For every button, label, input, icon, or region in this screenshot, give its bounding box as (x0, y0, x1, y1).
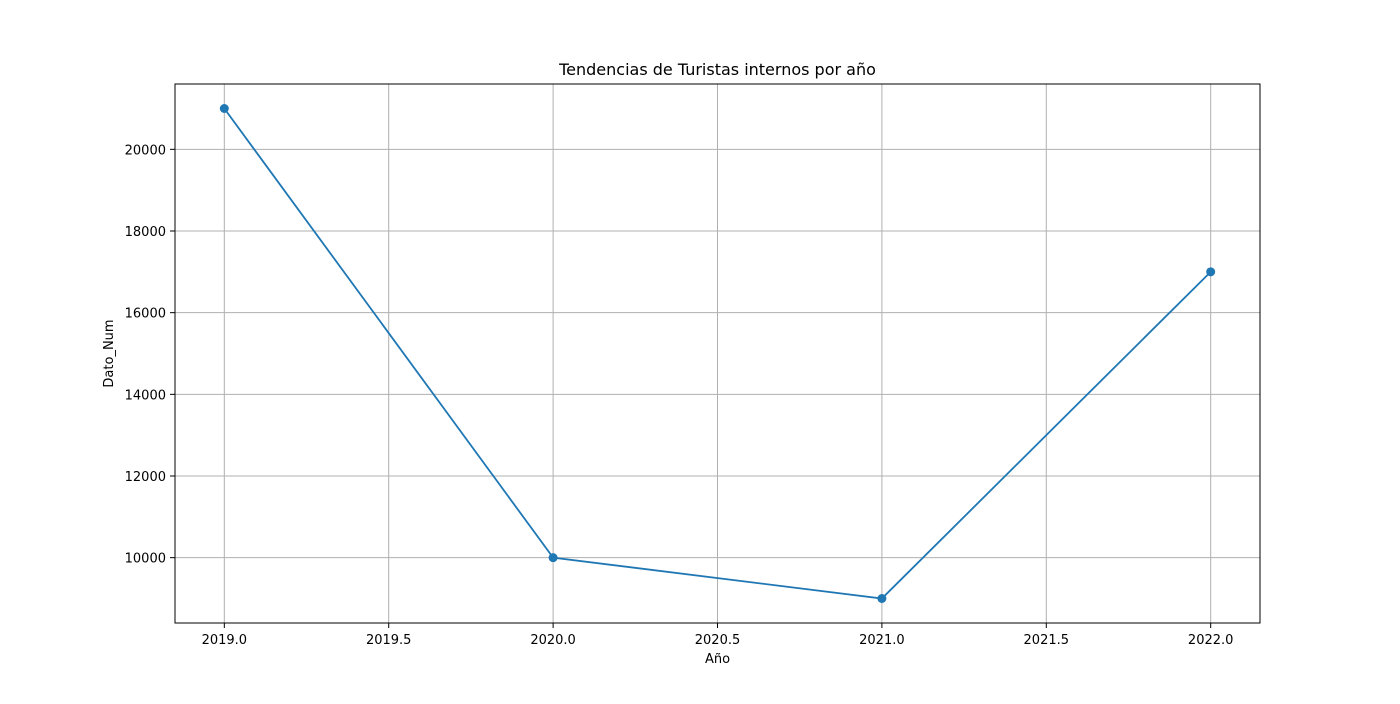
x-tick-label: 2020.0 (530, 633, 576, 648)
series-line (223, 107, 1212, 600)
y-tick-label: 20000 (125, 143, 166, 158)
y-tick-label: 18000 (125, 225, 166, 240)
y-tick-label: 14000 (125, 388, 166, 403)
data-point (548, 553, 558, 563)
x-axis-label: Año (705, 652, 730, 667)
x-tick-label: 2019.5 (366, 633, 412, 648)
data-point (1206, 267, 1216, 277)
y-axis-label: Dato_Num (102, 319, 117, 387)
chart-title: Tendencias de Turistas internos por año (558, 60, 876, 79)
x-tick-label: 2022.0 (1188, 633, 1234, 648)
x-tick-label: 2021.5 (1024, 633, 1070, 648)
y-tick-label: 16000 (125, 307, 166, 322)
series-layer (219, 104, 1216, 603)
y-tick-label: 10000 (125, 552, 166, 567)
x-tick-label: 2020.5 (695, 633, 741, 648)
axis-ticks: 2019.0 2019.5 2020.0 2020.5 2021.0 2021.5 2022… (125, 143, 1234, 648)
data-point (219, 104, 229, 113)
grid-lines (175, 84, 1260, 623)
data-point (877, 594, 887, 603)
x-tick-label: 2021.0 (859, 633, 905, 648)
y-tick-label: 12000 (125, 470, 166, 485)
x-tick-label: 2019.0 (202, 633, 248, 648)
